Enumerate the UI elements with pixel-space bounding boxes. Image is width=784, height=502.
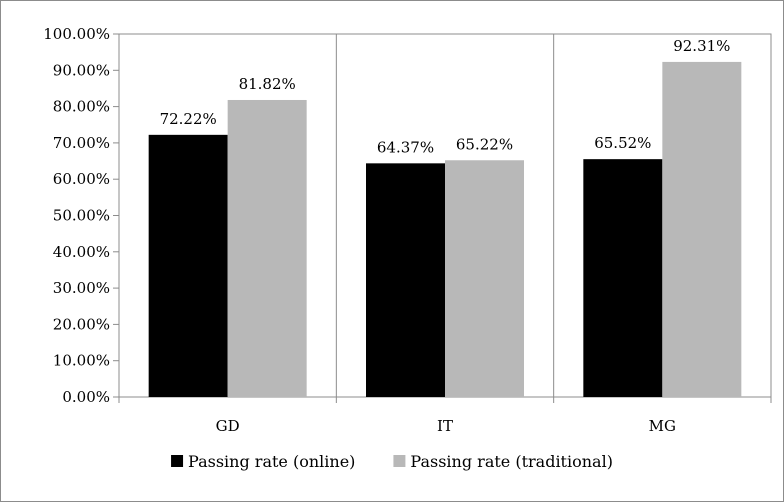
y-tick-label: 80.00%	[53, 98, 110, 116]
y-tick-label: 50.00%	[53, 207, 110, 225]
legend-swatch-series-1	[171, 455, 184, 467]
legend-label: Passing rate (traditional)	[410, 452, 613, 471]
y-tick-label: 10.00%	[53, 352, 110, 370]
legend-label: Passing rate (online)	[188, 452, 355, 471]
y-tick-label: 20.00%	[53, 315, 110, 333]
axis-layer: 0.00% 10.00% 20.00% 30.00% 40.00% 50.00% 60.00…	[43, 25, 772, 435]
legend: Passing rate (online) Passing rate (tradi…	[171, 452, 613, 471]
data-labels-layer: 72.22% 81.82% 64.37% 65.22% 65.52% 92.31%	[160, 37, 731, 156]
x-tick-label: GD	[216, 417, 240, 435]
y-tick-label: 0.00%	[62, 388, 110, 406]
y-tick-label: 60.00%	[53, 170, 110, 188]
x-tick-label: MG	[649, 417, 676, 435]
data-label: 64.37%	[377, 138, 434, 156]
data-label: 72.22%	[160, 110, 217, 128]
legend-swatch-series-2	[393, 455, 406, 467]
data-label: 81.82%	[239, 75, 296, 93]
bar-mg-series-2	[662, 61, 742, 397]
y-tick-label: 70.00%	[53, 134, 110, 152]
y-tick-label: 90.00%	[53, 61, 110, 79]
bar-mg-series-1	[583, 159, 663, 397]
y-tick-label: 40.00%	[53, 243, 110, 261]
bar-it-series-2	[445, 160, 524, 397]
bar-gd-series-1	[148, 134, 228, 397]
x-tick-label: IT	[437, 417, 453, 435]
data-label: 92.31%	[673, 37, 730, 55]
bars-layer	[148, 61, 742, 397]
bar-it-series-1	[366, 163, 445, 397]
y-tick-label: 100.00%	[43, 25, 110, 43]
bar-gd-series-2	[227, 99, 307, 397]
data-label: 65.22%	[456, 135, 513, 153]
y-tick-label: 30.00%	[53, 279, 110, 297]
data-label: 65.52%	[594, 134, 651, 152]
